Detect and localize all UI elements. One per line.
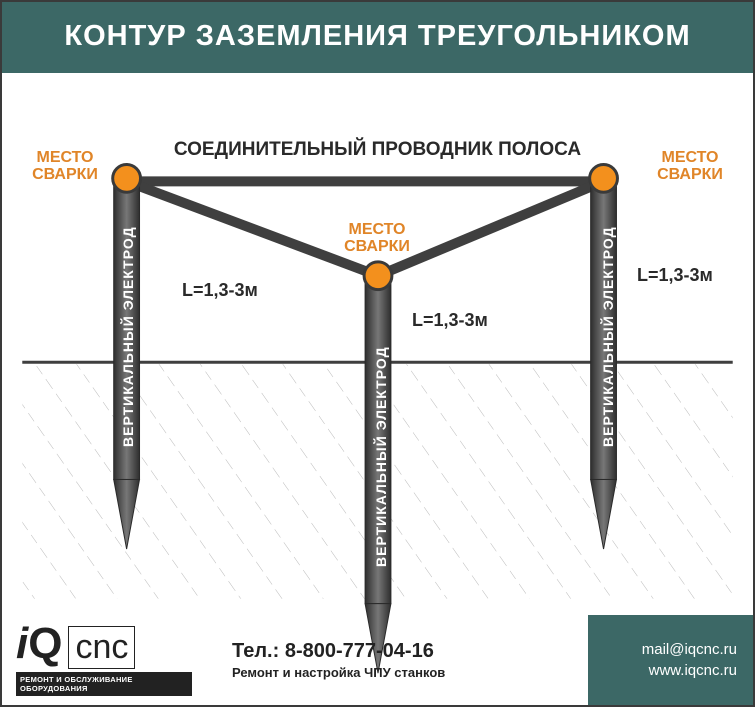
logo-q: Q	[28, 619, 62, 668]
diagram-frame: КОНТУР ЗАЗЕМЛЕНИЯ ТРЕУГОЛЬНИКОМ	[0, 0, 755, 707]
electrode-text-right: ВЕРТИКАЛЬНЫЙ ЭЛЕКТРОД	[600, 212, 616, 462]
weld-label-center: МЕСТО СВАРКИ	[312, 222, 442, 256]
dimension-left: L=1,3-3м	[182, 280, 258, 301]
website: www.iqcnc.ru	[649, 662, 737, 679]
page-title: КОНТУР ЗАЗЕМЛЕНИЯ ТРЕУГОЛЬНИКОМ	[2, 2, 753, 73]
tagline: Ремонт и настройка ЧПУ станков	[232, 665, 588, 680]
phone: Тел.: 8-800-777-04-16	[232, 640, 588, 663]
weld-label-left: МЕСТО СВАРКИ	[20, 150, 110, 184]
web-block: mail@iqcnc.ru www.iqcnc.ru	[588, 615, 753, 705]
dimension-center: L=1,3-3м	[412, 310, 488, 331]
email: mail@iqcnc.ru	[642, 641, 737, 658]
electrode-text-left: ВЕРТИКАЛЬНЫЙ ЭЛЕКТРОД	[120, 212, 136, 462]
diagram-stage: СОЕДИНИТЕЛЬНЫЙ ПРОВОДНИК ПОЛОСА МЕСТО СВ…	[2, 82, 753, 705]
dimension-right: L=1,3-3м	[637, 265, 713, 286]
weld-label-right: МЕСТО СВАРКИ	[645, 150, 735, 184]
logo-subtitle: РЕМОНТ И ОБСЛУЖИВАНИЕ ОБОРУДОВАНИЯ	[16, 672, 192, 696]
logo-cnc: cnc	[68, 626, 135, 669]
logo-i: i	[16, 619, 28, 668]
connector-label: СОЕДИНИТЕЛЬНЫЙ ПРОВОДНИК ПОЛОСА	[2, 140, 753, 160]
footer: iQ cnc РЕМОНТ И ОБСЛУЖИВАНИЕ ОБОРУДОВАНИ…	[2, 615, 753, 705]
logo-block: iQ cnc РЕМОНТ И ОБСЛУЖИВАНИЕ ОБОРУДОВАНИ…	[2, 615, 202, 705]
contact-block: Тел.: 8-800-777-04-16 Ремонт и настройка…	[202, 615, 588, 705]
electrode-text-center: ВЕРТИКАЛЬНЫЙ ЭЛЕКТРОД	[373, 327, 389, 587]
